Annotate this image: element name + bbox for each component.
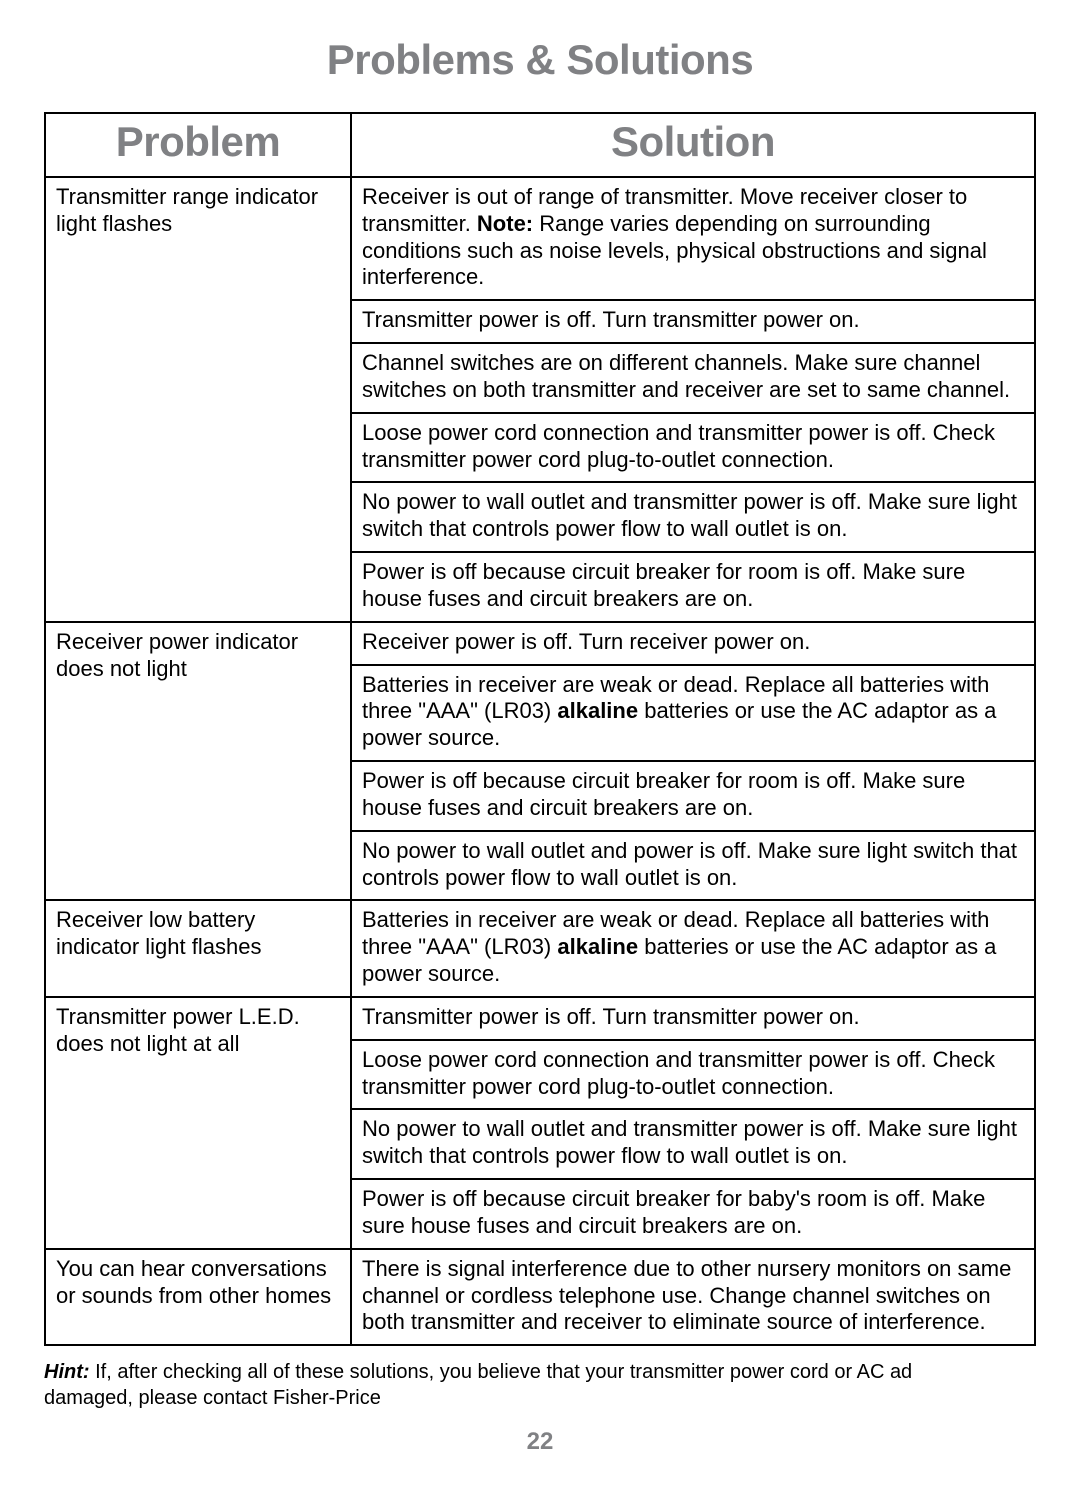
solution-cell: Batteries in receiver are weak or dead. … bbox=[351, 900, 1035, 996]
hint-text: Hint: If, after checking all of these so… bbox=[44, 1360, 1080, 1411]
table-row: Transmitter power L.E.D. does not light … bbox=[45, 997, 1035, 1040]
page-title: Problems & Solutions bbox=[44, 36, 1036, 84]
table-header-row: Problem Solution bbox=[45, 113, 1035, 177]
troubleshooting-table: Problem Solution Transmitter range indic… bbox=[44, 112, 1036, 1346]
solution-cell: Power is off because circuit breaker for… bbox=[351, 1179, 1035, 1249]
problem-cell: Transmitter range indicator light flashe… bbox=[45, 177, 351, 622]
table-body: Transmitter range indicator light flashe… bbox=[45, 177, 1035, 1345]
table-row: You can hear conversations or sounds fro… bbox=[45, 1249, 1035, 1345]
solution-cell: No power to wall outlet and transmitter … bbox=[351, 1109, 1035, 1179]
solution-cell: Loose power cord connection and transmit… bbox=[351, 1040, 1035, 1110]
solution-cell: No power to wall outlet and power is off… bbox=[351, 831, 1035, 901]
table-row: Receiver low battery indicator light fla… bbox=[45, 900, 1035, 996]
hint-label: Hint: bbox=[44, 1361, 90, 1383]
header-solution: Solution bbox=[351, 113, 1035, 177]
solution-cell: Receiver power is off. Turn receiver pow… bbox=[351, 622, 1035, 665]
problem-cell: Receiver power indicator does not light bbox=[45, 622, 351, 901]
problem-cell: Receiver low battery indicator light fla… bbox=[45, 900, 351, 996]
solution-cell: Power is off because circuit breaker for… bbox=[351, 552, 1035, 622]
hint-body-2: damaged, please contact Fisher-Price bbox=[44, 1387, 381, 1409]
solution-cell: Transmitter power is off. Turn transmitt… bbox=[351, 997, 1035, 1040]
solution-cell: There is signal interference due to othe… bbox=[351, 1249, 1035, 1345]
page-number: 22 bbox=[0, 1428, 1080, 1456]
page-content: Problems & Solutions Problem Solution Tr… bbox=[0, 0, 1080, 1411]
solution-cell: Batteries in receiver are weak or dead. … bbox=[351, 665, 1035, 761]
problem-cell: Transmitter power L.E.D. does not light … bbox=[45, 997, 351, 1249]
table-row: Receiver power indicator does not lightR… bbox=[45, 622, 1035, 665]
solution-cell: Receiver is out of range of transmitter.… bbox=[351, 177, 1035, 300]
hint-body-1: If, after checking all of these solution… bbox=[90, 1361, 913, 1383]
solution-cell: Channel switches are on different channe… bbox=[351, 343, 1035, 413]
solution-cell: Loose power cord connection and transmit… bbox=[351, 413, 1035, 483]
solution-cell: Power is off because circuit breaker for… bbox=[351, 761, 1035, 831]
table-row: Transmitter range indicator light flashe… bbox=[45, 177, 1035, 300]
header-problem: Problem bbox=[45, 113, 351, 177]
solution-cell: Transmitter power is off. Turn transmitt… bbox=[351, 300, 1035, 343]
problem-cell: You can hear conversations or sounds fro… bbox=[45, 1249, 351, 1345]
solution-cell: No power to wall outlet and transmitter … bbox=[351, 482, 1035, 552]
